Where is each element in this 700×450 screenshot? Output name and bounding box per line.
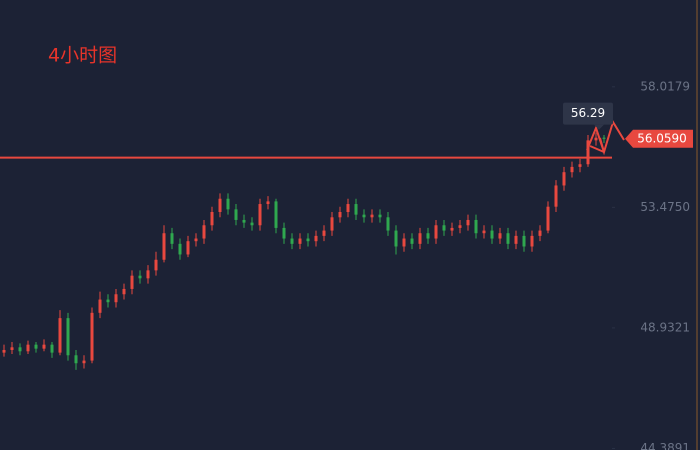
candle-body	[234, 209, 238, 220]
candle-body	[66, 318, 70, 356]
tooltip-pointer	[594, 124, 604, 130]
candle-body	[186, 241, 190, 255]
candle-body	[386, 217, 390, 231]
candle-body	[202, 225, 206, 239]
tooltip-label: 56.29	[571, 106, 605, 120]
candle-body	[602, 137, 606, 139]
candle-body	[314, 235, 318, 242]
chart-title: 4小时图	[48, 45, 117, 67]
price-label: 56.0590	[637, 131, 687, 145]
candle-body	[498, 233, 502, 239]
candle-body	[594, 137, 598, 141]
candle-body	[266, 201, 270, 205]
y-tick-label: 53.4750	[640, 200, 690, 214]
candle-body	[362, 214, 366, 218]
candle-body	[474, 219, 478, 234]
candle-body	[26, 344, 30, 352]
candle-body	[226, 198, 230, 210]
candle-body	[210, 211, 214, 226]
candle-body	[434, 225, 438, 239]
candle-body	[306, 238, 310, 242]
candle-body	[162, 233, 166, 260]
candle-body	[578, 164, 582, 167]
y-tick-label: 44.3891	[640, 441, 690, 450]
candle-body	[546, 206, 550, 231]
candle-body	[330, 217, 334, 231]
annotation-arrow	[586, 119, 625, 156]
candle-body	[418, 233, 422, 244]
candle-body	[74, 355, 78, 364]
candle-body	[218, 198, 222, 212]
candle-body	[138, 275, 142, 279]
candle-body	[42, 344, 46, 349]
candle-body	[466, 219, 470, 226]
candle-body	[274, 201, 278, 228]
candle-body	[490, 230, 494, 239]
candle-body	[106, 299, 110, 303]
candle-body	[506, 233, 510, 244]
candle-body	[290, 238, 294, 244]
candle-body	[90, 312, 94, 361]
candle-body	[298, 238, 302, 244]
candle-body	[538, 230, 542, 236]
tooltip-box	[563, 102, 613, 125]
candle-body	[354, 204, 358, 215]
candle-body	[50, 344, 54, 353]
candle-body	[554, 185, 558, 207]
candle-body	[586, 140, 590, 165]
candle-body	[482, 230, 486, 234]
candle-body	[562, 172, 566, 186]
candle-body	[426, 233, 430, 239]
candle-body	[34, 344, 38, 349]
candle-body	[2, 349, 6, 353]
y-tick-label: 48.9321	[640, 320, 690, 334]
candle-body	[122, 288, 126, 295]
candle-body	[58, 318, 62, 353]
candle-body	[530, 235, 534, 247]
candle-body	[98, 299, 102, 313]
candle-body	[18, 347, 22, 352]
candle-body	[442, 225, 446, 231]
candle-body	[194, 238, 198, 242]
candle-body	[394, 230, 398, 247]
candle-body	[10, 347, 14, 350]
candle-body	[522, 235, 526, 247]
candle-body	[146, 270, 150, 279]
candle-body	[154, 259, 158, 271]
candle-body	[458, 225, 462, 228]
candle-body	[322, 230, 326, 236]
candle-body	[450, 227, 454, 231]
price-label-box	[625, 129, 693, 148]
candle-body	[570, 166, 574, 173]
candle-body	[514, 235, 518, 244]
candle-body	[378, 214, 382, 218]
candle-body	[258, 204, 262, 226]
candle-body	[114, 294, 118, 303]
candle-body	[410, 238, 414, 244]
candle-body	[338, 211, 342, 218]
candle-body	[242, 219, 246, 223]
candle-body	[282, 227, 286, 239]
candle-body	[130, 275, 134, 289]
y-tick-label: 58.0179	[640, 79, 690, 93]
candle-body	[82, 360, 86, 364]
candle-body	[370, 214, 374, 218]
candle-body	[346, 204, 350, 212]
candle-body	[402, 238, 406, 247]
candle-body	[178, 243, 182, 255]
candle-body	[250, 222, 254, 226]
candle-body	[170, 233, 174, 244]
